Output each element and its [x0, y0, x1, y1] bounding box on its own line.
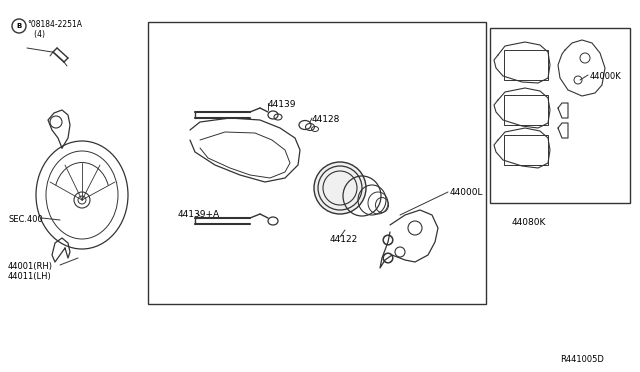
Text: °08184-2251A
   (4): °08184-2251A (4): [27, 20, 82, 39]
Text: 44080K: 44080K: [512, 218, 547, 227]
Text: 44128: 44128: [312, 115, 340, 124]
Text: 44000L: 44000L: [450, 188, 483, 197]
Text: 44139+A: 44139+A: [178, 210, 220, 219]
Text: B: B: [17, 23, 22, 29]
Text: 44001(RH)
44011(LH): 44001(RH) 44011(LH): [8, 262, 53, 281]
Text: 44122: 44122: [330, 235, 358, 244]
Text: SEC.400: SEC.400: [8, 215, 43, 224]
Bar: [504, 95, 548, 125]
Text: R441005D: R441005D: [560, 355, 604, 364]
Bar: [490, 28, 630, 203]
Text: 44000K: 44000K: [590, 72, 621, 81]
Bar: [504, 135, 548, 165]
Ellipse shape: [314, 162, 366, 214]
Bar: [504, 50, 548, 80]
Bar: [148, 22, 486, 304]
Text: 44139: 44139: [268, 100, 296, 109]
